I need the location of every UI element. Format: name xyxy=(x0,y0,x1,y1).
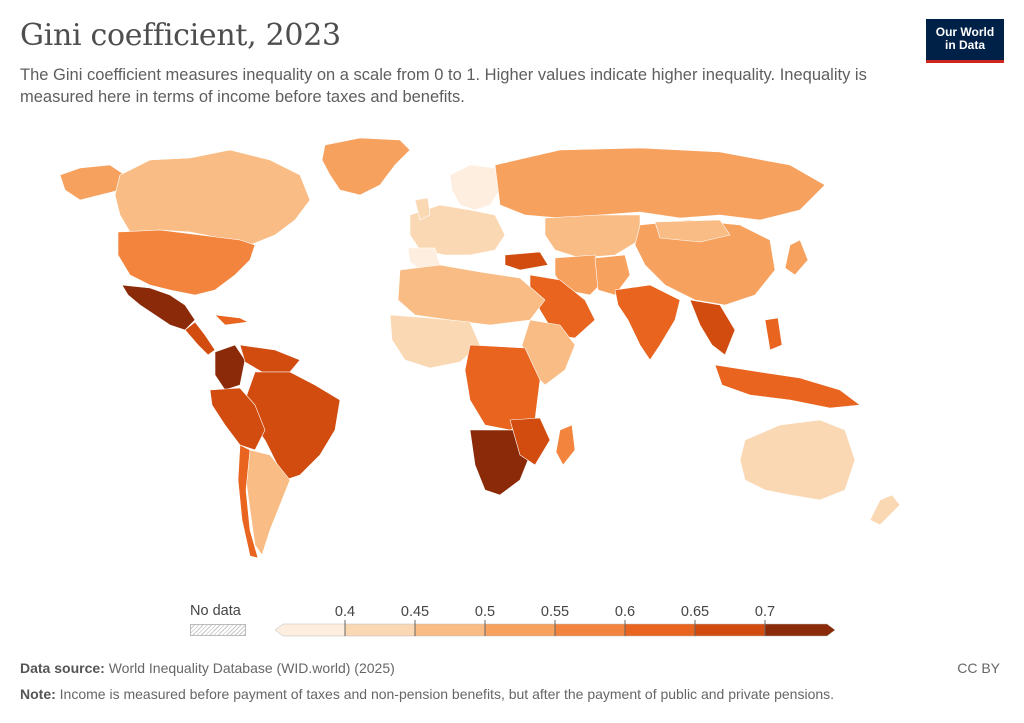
legend-swatch-5[interactable] xyxy=(624,623,696,637)
region-mainland-se-asia[interactable] xyxy=(689,299,736,356)
legend-swatch-6[interactable] xyxy=(694,623,766,637)
region-indonesia[interactable] xyxy=(714,364,861,409)
region-west-africa[interactable] xyxy=(389,314,481,369)
region-caribbean[interactable] xyxy=(214,314,249,326)
region-india[interactable] xyxy=(614,284,681,361)
legend-tick-label: 0.4 xyxy=(335,604,355,620)
data-source-label: Data source: xyxy=(20,660,105,676)
legend-nodata-swatch xyxy=(190,624,246,636)
chart-title: Gini coefficient, 2023 xyxy=(20,18,341,53)
region-turkey[interactable] xyxy=(504,251,549,271)
region-mongolia[interactable] xyxy=(654,219,731,243)
region-uk[interactable] xyxy=(414,197,431,221)
region-venezuela-guianas[interactable] xyxy=(239,344,301,373)
note-label: Note: xyxy=(20,686,56,702)
color-legend: 0.4 0.45 0.5 0.55 0.6 0.65 0.7 xyxy=(274,604,836,637)
note-text: Income is measured before payment of tax… xyxy=(59,686,835,702)
legend-tick-label: 0.6 xyxy=(615,604,635,620)
region-colombia[interactable] xyxy=(214,344,246,391)
legend-swatch-7[interactable] xyxy=(764,623,836,637)
region-russia[interactable] xyxy=(494,147,826,221)
legend-tick-label: 0.45 xyxy=(401,604,429,620)
data-source-link[interactable]: World Inequality Database (WID.world) (2… xyxy=(108,660,395,676)
region-usa[interactable] xyxy=(117,229,256,296)
region-central-america[interactable] xyxy=(184,321,216,356)
chart-subtitle: The Gini coefficient measures inequality… xyxy=(20,66,867,106)
legend-swatch-4[interactable] xyxy=(554,623,626,637)
region-argentina[interactable] xyxy=(245,449,291,556)
region-chile[interactable] xyxy=(237,444,259,559)
world-map[interactable] xyxy=(0,120,1024,590)
data-source: Data source: World Inequality Database (… xyxy=(20,660,395,676)
region-central-africa[interactable] xyxy=(464,344,541,431)
region-andes[interactable] xyxy=(209,387,266,451)
logo-line-2: in Data xyxy=(944,38,985,52)
legend-nodata-label: No data xyxy=(190,603,241,619)
legend-swatch-3[interactable] xyxy=(484,623,556,637)
region-pakistan-afghanistan[interactable] xyxy=(594,254,631,296)
legend-swatch-1[interactable] xyxy=(344,623,416,637)
region-japan[interactable] xyxy=(784,239,809,276)
region-north-africa[interactable] xyxy=(397,264,546,326)
region-greenland[interactable] xyxy=(321,137,411,196)
region-western-europe[interactable] xyxy=(409,204,506,256)
region-new-zealand[interactable] xyxy=(869,494,901,526)
footnote: Note: Income is measured before payment … xyxy=(20,686,834,702)
legend-tick-label: 0.5 xyxy=(475,604,495,620)
region-iran[interactable] xyxy=(554,254,606,296)
region-central-asia[interactable] xyxy=(544,214,641,259)
legend-tick-label: 0.55 xyxy=(541,604,569,620)
region-australia[interactable] xyxy=(739,419,856,501)
region-mozambique-zambia[interactable] xyxy=(509,417,551,466)
region-madagascar[interactable] xyxy=(555,424,576,466)
license-link[interactable]: CC BY xyxy=(957,660,1000,676)
legend-swatch-2[interactable] xyxy=(414,623,486,637)
owid-logo[interactable]: Our World in Data xyxy=(926,19,1004,63)
region-philippines[interactable] xyxy=(764,317,783,351)
legend-tick-label: 0.65 xyxy=(681,604,709,620)
legend-tick-label: 0.7 xyxy=(755,604,775,620)
region-canada[interactable] xyxy=(114,149,311,246)
logo-line-1: Our World xyxy=(935,25,995,39)
legend-swatch-0[interactable] xyxy=(274,623,346,637)
region-scandinavia[interactable] xyxy=(449,164,501,211)
region-china[interactable] xyxy=(634,219,776,306)
